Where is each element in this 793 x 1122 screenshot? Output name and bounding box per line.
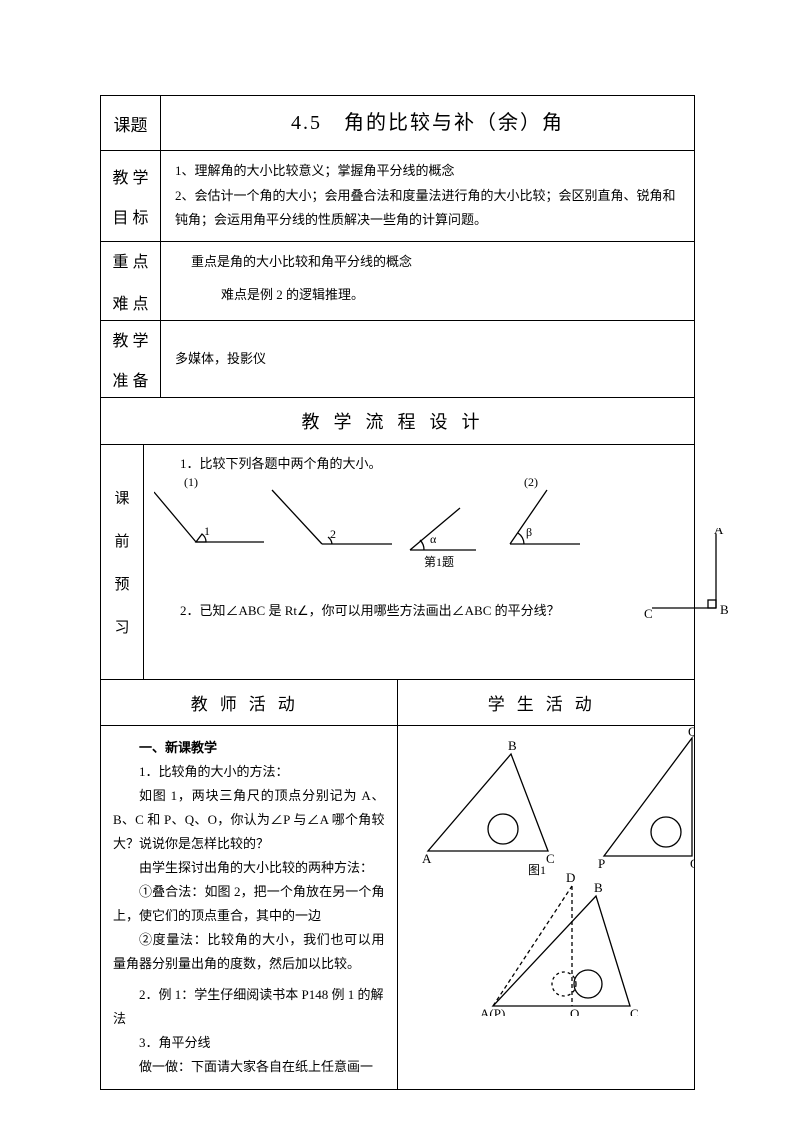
svg-text:(1): (1)	[184, 475, 198, 489]
keypoint-label-2: 难 点	[112, 290, 148, 314]
svg-text:α: α	[430, 532, 437, 546]
student-content: A B C P Q O 图1	[398, 726, 695, 1089]
svg-text:B: B	[594, 880, 603, 895]
preview-l4: 习	[114, 616, 129, 637]
student-header: 学生活动	[398, 680, 695, 725]
svg-text:B: B	[720, 602, 728, 617]
row-objectives: 教 学 目 标 1、理解角的大小比较意义；掌握角平分线的概念 2、会估计一个角的…	[101, 151, 694, 242]
preparation-label-2: 准 备	[112, 367, 148, 391]
objectives-label-1: 教 学	[112, 164, 148, 188]
right-angle-figure: A B C	[638, 528, 728, 623]
svg-text:O: O	[570, 1006, 579, 1016]
objectives-label-2: 目 标	[112, 204, 148, 228]
teacher-p6: 2．例 1：学生仔细阅读书本 P148 例 1 的解法	[113, 983, 385, 1031]
preparation-label-1: 教 学	[112, 327, 148, 351]
svg-text:D: D	[566, 870, 575, 885]
svg-text:(2): (2)	[524, 475, 538, 489]
preview-q2: 2．已知∠ABC 是 Rt∠，你可以用哪些方法画出∠ABC 的平分线？	[154, 600, 684, 619]
objectives-line-1: 1、理解角的大小比较意义；掌握角平分线的概念	[175, 159, 680, 184]
row-preview: 课 前 预 习 1．比较下列各题中两个角的大小。 (1) 1	[101, 445, 694, 680]
teacher-p2: 如图 1，两块三角尺的顶点分别记为 A、B、C 和 P、Q、O，你认为∠P 与∠…	[113, 784, 385, 856]
teacher-p8: 做一做：下面请大家各自在纸上任意画一	[113, 1055, 385, 1079]
teacher-header: 教师活动	[101, 680, 398, 725]
activity-content: 一、新课教学 1．比较角的大小的方法： 如图 1，两块三角尺的顶点分别记为 A、…	[101, 726, 694, 1090]
svg-text:O: O	[690, 856, 695, 871]
svg-text:第1题: 第1题	[424, 555, 454, 569]
teacher-h1: 一、新课教学	[113, 736, 385, 760]
row-topic: 课题 4.5 角的比较与补（余）角	[101, 96, 694, 151]
student-figures-svg: A B C P Q O 图1	[398, 726, 695, 1016]
preview-figures-svg: (1) 1 2	[154, 472, 684, 582]
preparation-content: 多媒体，投影仪	[161, 321, 694, 397]
svg-text:C: C	[644, 606, 653, 621]
preview-l3: 预	[114, 573, 129, 594]
activity-headers: 教师活动 学生活动	[101, 680, 694, 726]
svg-text:P: P	[598, 856, 605, 871]
teacher-p7: 3．角平分线	[113, 1031, 385, 1055]
svg-text:B: B	[508, 738, 517, 753]
section-head-flow: 教学流程设计	[101, 398, 694, 445]
lesson-title: 4.5 角的比较与补（余）角	[161, 96, 694, 150]
row-preparation: 教 学 准 备 多媒体，投影仪	[101, 321, 694, 398]
svg-text:图1: 图1	[528, 863, 546, 877]
objectives-content: 1、理解角的大小比较意义；掌握角平分线的概念 2、会估计一个角的大小；会用叠合法…	[161, 151, 694, 241]
row-keypoints: 重 点 难 点 重点是角的大小比较和角平分线的概念 难点是例 2 的逻辑推理。	[101, 242, 694, 321]
objectives-line-2: 2、会估计一个角的大小；会用叠合法和度量法进行角的大小比较；会区别直角、锐角和钝…	[175, 184, 680, 233]
preview-l1: 课	[114, 487, 129, 508]
svg-text:A(P): A(P)	[480, 1006, 505, 1016]
lesson-plan-table: 课题 4.5 角的比较与补（余）角 教 学 目 标 1、理解角的大小比较意义；掌…	[100, 95, 695, 1090]
svg-text:2: 2	[330, 527, 336, 541]
svg-text:1: 1	[204, 524, 210, 538]
preview-l2: 前	[114, 530, 129, 551]
keypoint-line-1: 重点是角的大小比较和角平分线的概念	[191, 250, 680, 275]
preparation-text: 多媒体，投影仪	[175, 347, 266, 372]
keypoints-content: 重点是角的大小比较和角平分线的概念 难点是例 2 的逻辑推理。	[161, 242, 694, 320]
preparation-label: 教 学 准 备	[101, 321, 161, 397]
svg-text:A: A	[422, 851, 432, 866]
svg-text:C: C	[630, 1006, 639, 1016]
keypoint-line-2: 难点是例 2 的逻辑推理。	[191, 283, 680, 308]
teacher-p1: 1．比较角的大小的方法：	[113, 760, 385, 784]
preview-q1: 1．比较下列各题中两个角的大小。	[154, 453, 684, 472]
preview-body: 1．比较下列各题中两个角的大小。 (1) 1	[144, 445, 694, 679]
objectives-label: 教 学 目 标	[101, 151, 161, 241]
topic-label: 课题	[101, 96, 161, 150]
keypoint-label-1: 重 点	[112, 248, 148, 272]
teacher-p5: ②度量法：比较角的大小，我们也可以用量角器分别量出角的度数，然后加以比较。	[113, 928, 385, 976]
teacher-content: 一、新课教学 1．比较角的大小的方法： 如图 1，两块三角尺的顶点分别记为 A、…	[101, 726, 398, 1089]
svg-text:Q: Q	[688, 726, 695, 739]
teacher-p3: 由学生探讨出角的大小比较的两种方法：	[113, 856, 385, 880]
teacher-p4: ①叠合法：如图 2，把一个角放在另一个角上，使它们的顶点重合，其中的一边	[113, 880, 385, 928]
svg-text:A: A	[714, 528, 724, 537]
keypoints-label: 重 点 难 点	[101, 242, 161, 320]
svg-text:C: C	[546, 851, 555, 866]
preview-label: 课 前 预 习	[101, 445, 144, 679]
svg-text:β: β	[526, 525, 532, 539]
